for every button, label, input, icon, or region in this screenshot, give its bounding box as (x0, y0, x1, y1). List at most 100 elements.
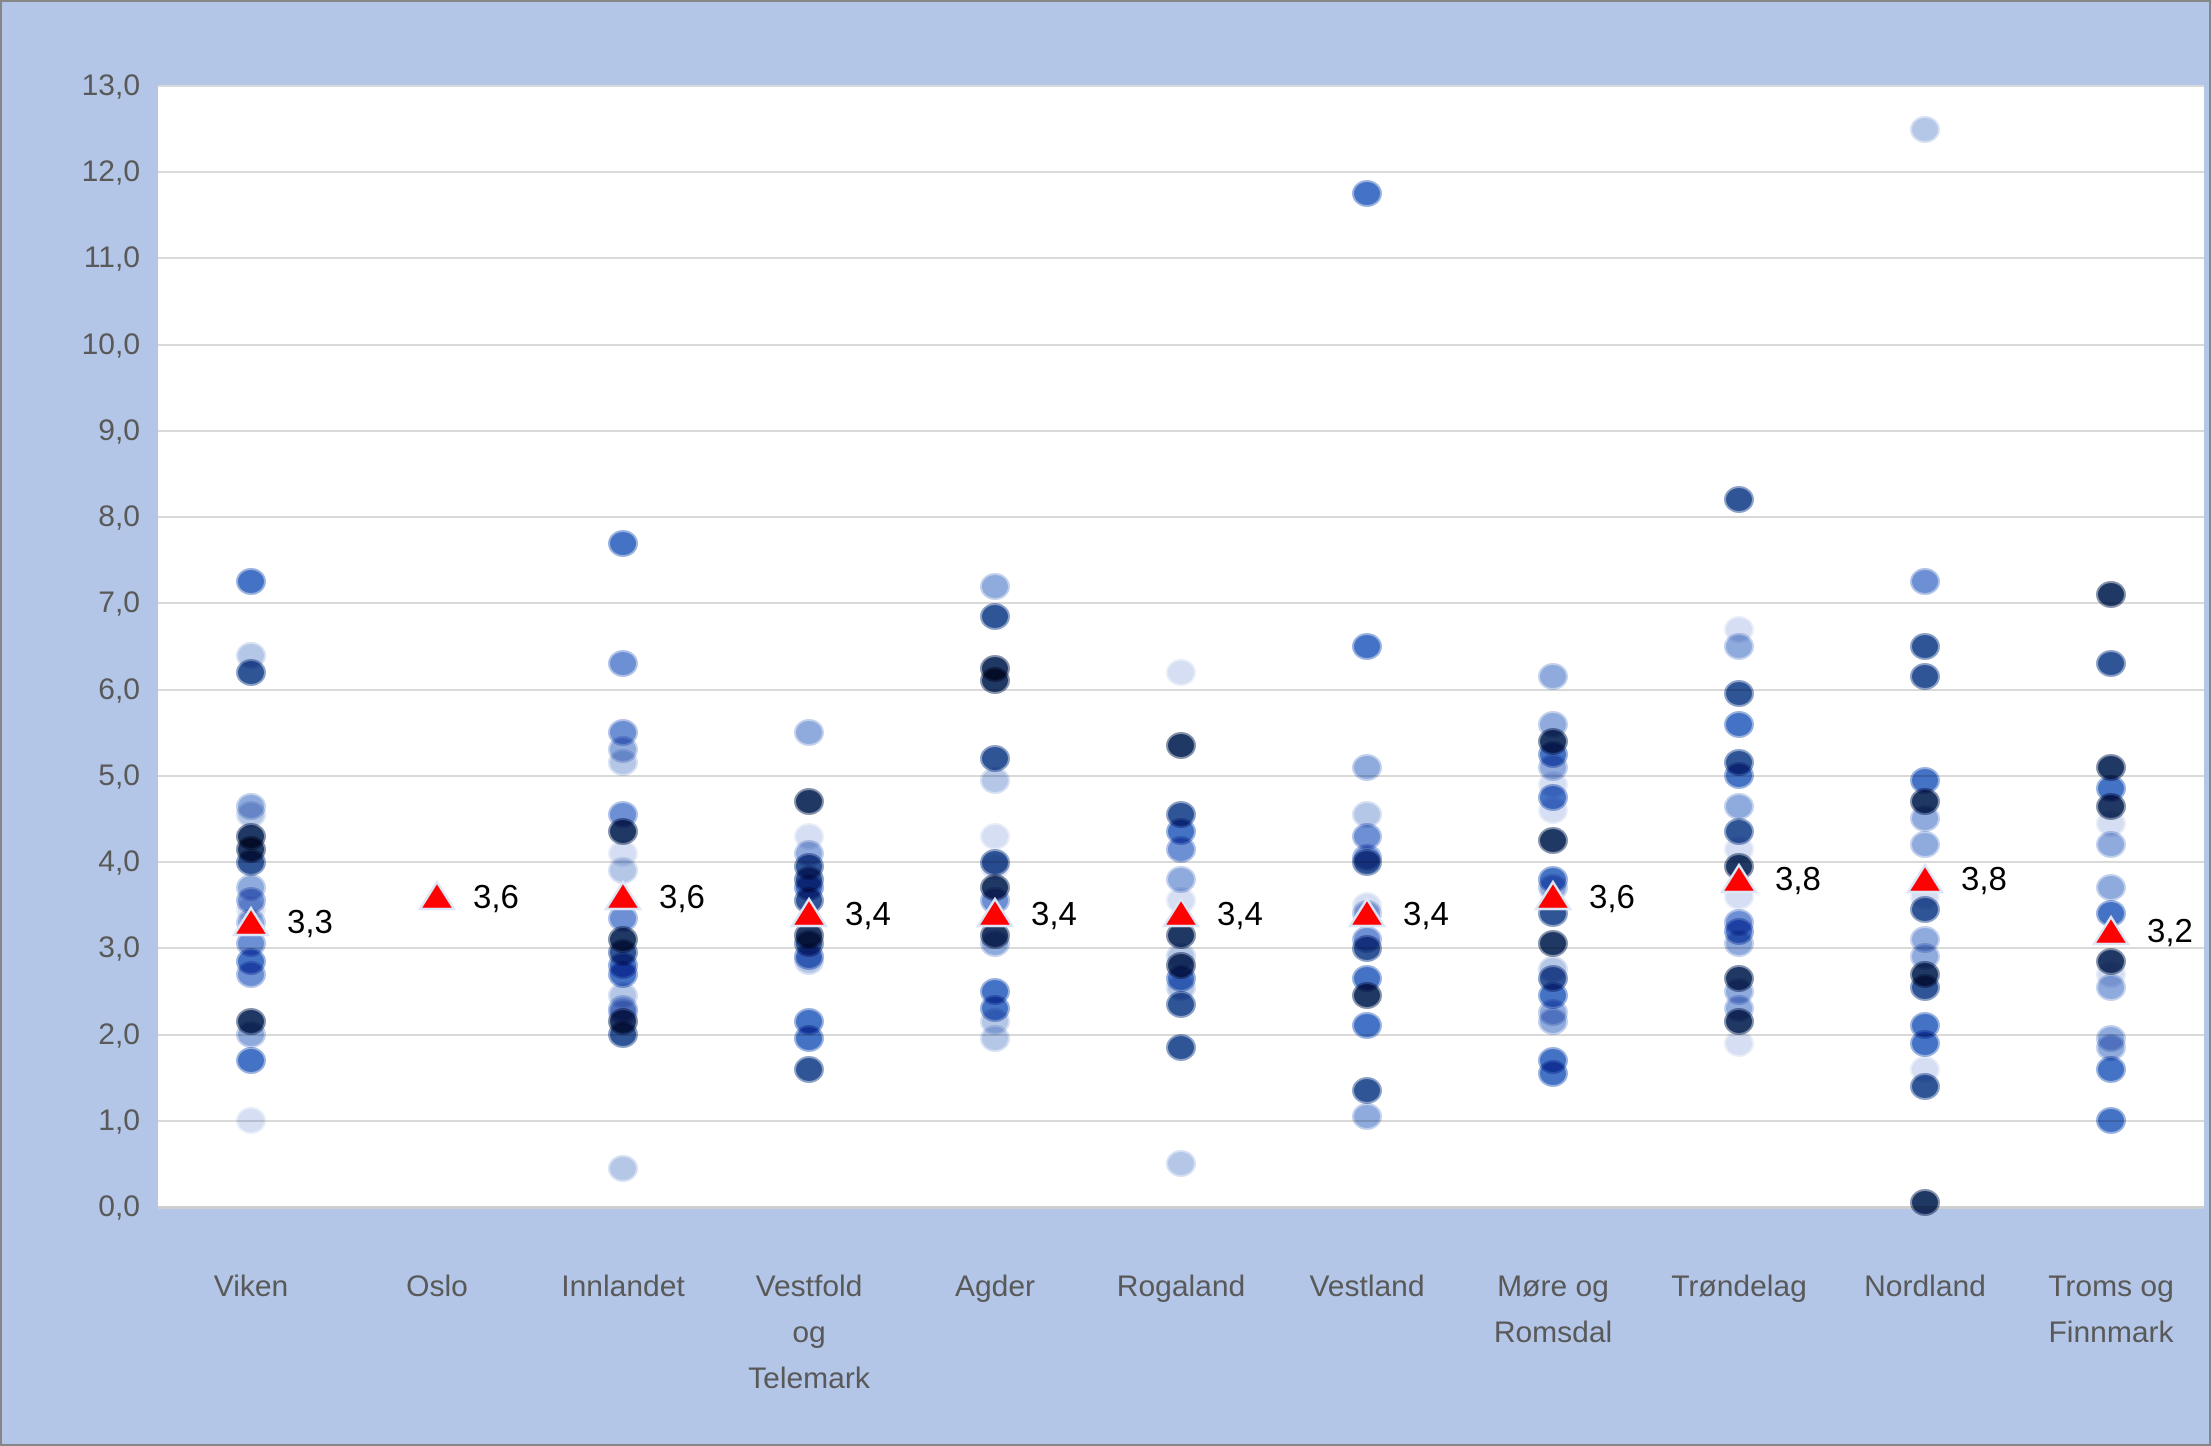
gridline (158, 257, 2204, 260)
x-axis-line (158, 1206, 2204, 1209)
data-point (2096, 581, 2126, 609)
data-point (1166, 990, 1196, 1018)
data-point (1724, 792, 1754, 820)
data-point (236, 658, 266, 686)
mean-triangle-marker (976, 896, 1014, 928)
data-point (2096, 753, 2126, 781)
data-point (794, 1055, 824, 1083)
y-tick-label: 8,0 (98, 500, 140, 534)
mean-value-label: 3,6 (473, 877, 519, 915)
data-point (2096, 1107, 2126, 1135)
mean-value-label: 3,4 (1031, 894, 1077, 932)
data-point (1166, 658, 1196, 686)
data-point (1352, 848, 1382, 876)
data-point (1538, 663, 1568, 691)
data-point (1910, 115, 1940, 143)
mean-value-label: 3,4 (1403, 894, 1449, 932)
data-point (236, 568, 266, 596)
y-tick-label: 13,0 (81, 69, 140, 102)
mean-triangle-marker (790, 896, 828, 928)
data-point (1166, 732, 1196, 760)
category-label: Vestland (1309, 1270, 1425, 1303)
mean-value-label: 3,3 (287, 903, 333, 941)
y-tick-label: 0,0 (98, 1190, 140, 1223)
category-label: Viken (213, 1270, 289, 1303)
gridline (158, 1119, 2204, 1122)
category-label: Rogaland (1116, 1270, 1246, 1303)
data-point (608, 1154, 638, 1182)
data-point (1910, 1072, 1940, 1100)
data-point (236, 1107, 266, 1135)
mean-value-label: 3,8 (1775, 860, 1821, 898)
data-point (1910, 663, 1940, 691)
data-point (2096, 1055, 2126, 1083)
data-point (608, 650, 638, 678)
data-point (1724, 1029, 1754, 1057)
mean-triangle-marker (2092, 914, 2130, 945)
data-point (980, 766, 1010, 794)
data-point (1352, 633, 1382, 660)
data-point (1538, 930, 1568, 958)
data-point (608, 529, 638, 557)
data-point (794, 719, 824, 747)
data-point (1538, 1008, 1568, 1036)
y-tick-label: 9,0 (98, 413, 140, 447)
gridline (158, 774, 2204, 777)
data-point (980, 887, 1010, 915)
data-point (2096, 874, 2126, 902)
y-tick-label: 4,0 (98, 845, 140, 879)
data-point (1352, 982, 1382, 1010)
data-point (794, 947, 824, 975)
category-label: Oslo (406, 1270, 468, 1303)
plot-area: 3,3 3,6 3,6 3,4 3,4 3,4 3,4 3,6 3,8 3,8 3,2 (158, 85, 2204, 1217)
data-point (980, 667, 1010, 695)
y-tick-label: 7,0 (98, 586, 140, 620)
gridline (158, 602, 2204, 605)
data-point (1724, 486, 1754, 514)
mean-triangle-marker (1720, 862, 1758, 894)
data-point (1538, 827, 1568, 855)
data-point (2096, 973, 2126, 1001)
data-point (1724, 762, 1754, 790)
data-point (1910, 568, 1940, 596)
mean-value-label: 3,4 (845, 894, 891, 932)
data-point (1352, 753, 1382, 781)
data-point (2096, 831, 2126, 859)
data-point (236, 1046, 266, 1074)
data-point (1910, 896, 1940, 923)
mean-value-label: 3,6 (1589, 877, 1635, 915)
y-tick-label: 2,0 (98, 1017, 140, 1051)
y-tick-label: 3,0 (98, 931, 140, 965)
data-point (1910, 831, 1940, 859)
data-point (1352, 1077, 1382, 1105)
data-point (1724, 680, 1754, 708)
gridline (158, 429, 2204, 432)
y-tick-label: 6,0 (98, 672, 140, 706)
data-point (1724, 710, 1754, 738)
mean-triangle-marker (418, 879, 456, 911)
mean-triangle-marker (1348, 896, 1386, 928)
data-point (980, 572, 1010, 600)
gridline (158, 688, 2204, 691)
mean-triangle-marker (604, 879, 642, 911)
data-point (1352, 180, 1382, 208)
data-point (1538, 1059, 1568, 1087)
mean-value-label: 3,4 (1217, 894, 1263, 932)
y-tick-label: 12,0 (81, 155, 140, 189)
data-point (1724, 852, 1754, 880)
y-tick-label: 10,0 (81, 327, 140, 361)
data-point (1166, 1150, 1196, 1178)
gridline (158, 171, 2204, 174)
data-point (980, 1025, 1010, 1053)
mean-triangle-marker (1906, 862, 1944, 894)
data-point (1910, 633, 1940, 660)
category-label: Møre og Romsdal (1493, 1270, 1613, 1349)
gridline (158, 85, 2204, 87)
data-point (1352, 1012, 1382, 1040)
mean-value-label: 3,2 (2147, 912, 2193, 950)
data-point (1538, 796, 1568, 824)
data-point (980, 822, 1010, 850)
data-point (1910, 1189, 1940, 1217)
mean-value-label: 3,6 (659, 877, 705, 915)
